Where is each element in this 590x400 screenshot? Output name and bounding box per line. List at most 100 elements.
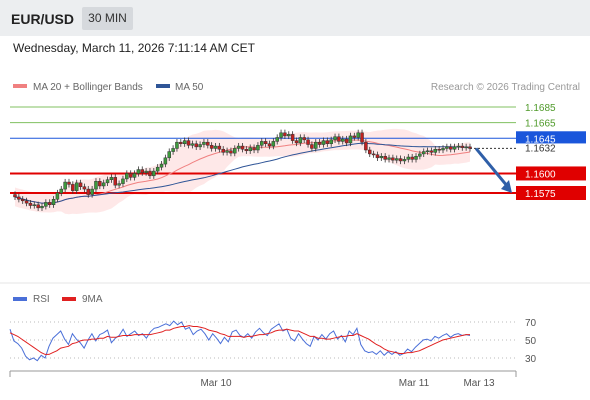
candle — [333, 133, 337, 143]
candle — [109, 174, 114, 183]
candle-body — [136, 169, 141, 174]
candle — [371, 150, 376, 158]
candle-body — [275, 137, 279, 142]
candle — [394, 155, 399, 164]
candle — [74, 179, 79, 194]
candle-body — [283, 132, 287, 137]
candle — [59, 185, 64, 197]
candle — [294, 137, 299, 147]
candle-body — [429, 150, 434, 153]
candle-body — [109, 177, 114, 180]
candle — [360, 129, 364, 146]
candle — [314, 139, 318, 152]
candle — [398, 155, 403, 165]
candle — [229, 147, 233, 157]
candle-body — [287, 134, 291, 137]
candle — [279, 129, 283, 141]
candle — [352, 132, 357, 141]
candle-body — [240, 145, 245, 150]
candle — [233, 145, 237, 157]
candle-body — [333, 136, 337, 141]
candle-body — [314, 141, 318, 149]
ma50-legend-swatch — [156, 84, 170, 88]
candle — [344, 135, 349, 147]
candle-body — [186, 140, 191, 146]
candle-body — [414, 156, 418, 160]
candle-body — [140, 169, 144, 173]
candle — [209, 142, 214, 152]
candle-body — [391, 157, 395, 161]
candle-body — [105, 179, 110, 184]
ma9-legend-label: 9MA — [82, 294, 103, 305]
candle — [445, 143, 449, 152]
candle — [171, 145, 175, 155]
candle — [275, 134, 279, 145]
candle-body — [460, 145, 465, 148]
candle — [383, 153, 387, 163]
candle — [24, 197, 29, 207]
candle-body — [144, 170, 148, 173]
candle — [40, 203, 44, 211]
candle-body — [310, 144, 314, 149]
candle-body — [90, 188, 94, 195]
candle-body — [71, 184, 75, 191]
candle — [290, 131, 295, 144]
level-tag-1.1645 — [516, 131, 586, 146]
candle-body — [163, 157, 168, 165]
candle-body — [406, 156, 411, 160]
candle-body — [159, 163, 164, 168]
candle — [337, 133, 341, 145]
candle — [202, 139, 206, 148]
rsi-legend-label: RSI — [33, 294, 50, 305]
level-label-1.1665: 1.1665 — [525, 119, 556, 130]
candle — [82, 183, 87, 193]
candle — [121, 175, 125, 187]
candle — [113, 174, 118, 189]
candle-body — [298, 137, 303, 144]
candle-body — [182, 140, 187, 144]
candle — [256, 142, 260, 154]
candle-body — [468, 146, 472, 149]
candle — [51, 196, 56, 208]
candle — [364, 139, 368, 154]
candle — [321, 137, 326, 148]
candle-body — [244, 148, 249, 152]
candle — [310, 141, 314, 152]
candle — [128, 170, 133, 181]
candle — [190, 140, 195, 149]
forecast-arrow — [474, 147, 512, 193]
symbol-label: EUR/USD — [11, 11, 75, 27]
candle — [28, 200, 33, 209]
price-level-labels: 1.1685 1.1665 1.1645 1.1600 1.1575 1.1632 — [516, 103, 586, 200]
candle — [32, 201, 37, 209]
candle-body — [402, 159, 407, 162]
candle-body — [167, 151, 171, 159]
candle — [244, 146, 249, 154]
candle — [117, 180, 121, 189]
candle-body — [198, 144, 202, 148]
candle — [375, 151, 380, 161]
candle — [306, 136, 310, 148]
candle-body — [190, 143, 195, 146]
candle-body — [121, 178, 125, 184]
chart-header: EUR/USD 30 MIN — [0, 0, 590, 36]
candle — [317, 139, 322, 148]
candle-body — [294, 140, 299, 144]
candle — [140, 166, 144, 176]
candle-body — [13, 194, 17, 198]
level-label-1.1645: 1.1645 — [525, 134, 556, 145]
candle — [437, 146, 441, 154]
candle — [414, 153, 418, 163]
candle — [206, 139, 210, 149]
candle-body — [464, 146, 468, 149]
candle — [367, 146, 372, 158]
candle — [260, 138, 264, 149]
candle — [152, 167, 156, 179]
candle — [13, 191, 17, 201]
candle-body — [421, 151, 426, 155]
candle — [460, 142, 465, 151]
forecast-arrowhead — [501, 180, 512, 193]
timeframe-button[interactable]: 30 MIN — [82, 7, 133, 30]
candle — [418, 150, 422, 160]
